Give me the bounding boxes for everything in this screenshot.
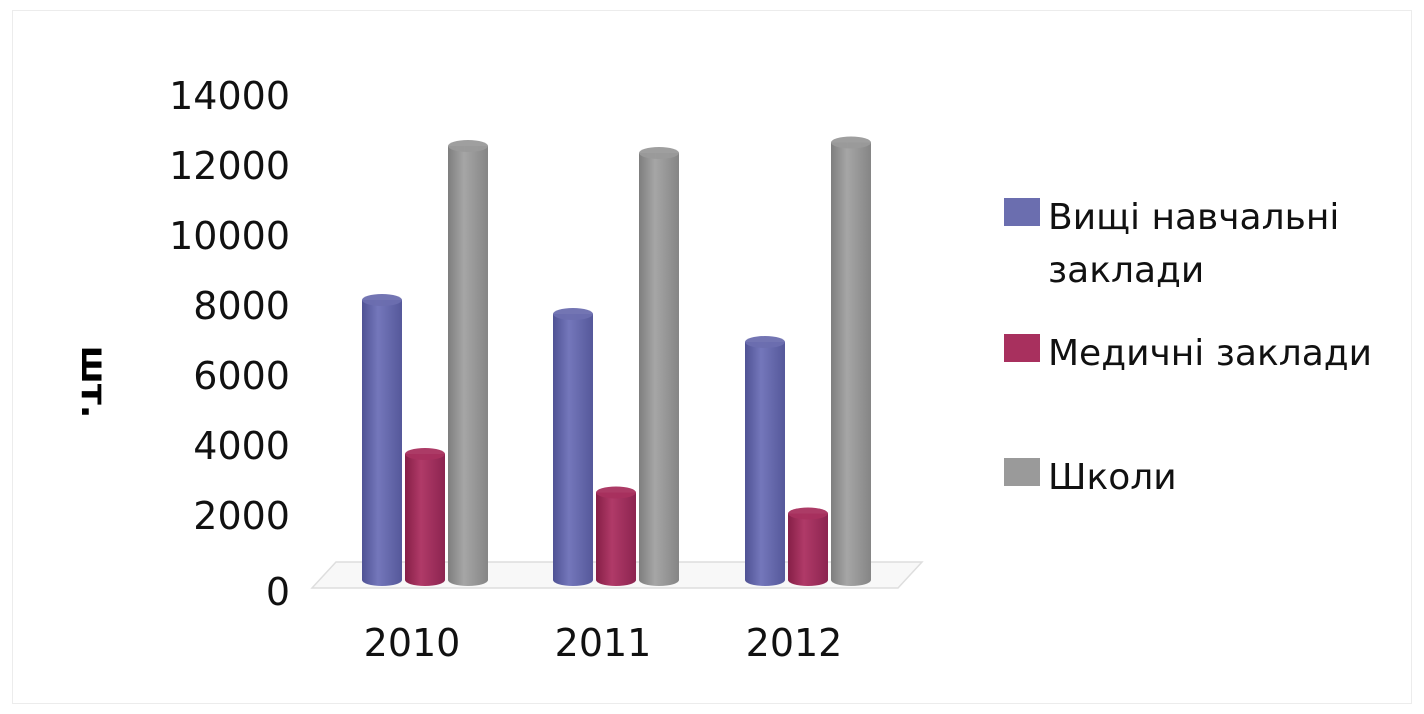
bar-top-schools-2012 <box>831 136 871 149</box>
bar-schools-2011 <box>639 153 679 586</box>
bar-top-higher-education-2011 <box>553 308 593 320</box>
bar-medical-2012 <box>788 513 828 586</box>
bar-top-schools-2010 <box>448 140 488 152</box>
legend-swatch-schools <box>1004 458 1040 486</box>
y-tick-label: 4000 <box>193 424 290 468</box>
bar-schools-2012 <box>831 142 871 586</box>
y-axis: 14000 12000 10000 8000 6000 4000 2000 0 <box>169 74 290 614</box>
y-axis-title: шт. <box>73 346 114 419</box>
y-tick-label: 14000 <box>169 74 290 118</box>
legend-swatch-medical <box>1004 334 1040 362</box>
x-axis: 2010 2011 2012 <box>364 621 843 665</box>
bar-top-higher-education-2010 <box>362 294 402 306</box>
legend-swatch-higher-education <box>1004 198 1040 226</box>
bar-top-medical-2012 <box>788 507 828 520</box>
x-tick-label: 2010 <box>364 621 461 665</box>
legend-label-higher-education-line1: Вищі навчальні <box>1048 197 1339 238</box>
bar-top-medical-2011 <box>596 486 636 499</box>
bars-layer <box>362 136 871 586</box>
bar-higher-education-2010 <box>362 300 402 586</box>
y-tick-label: 12000 <box>169 144 290 188</box>
y-tick-label: 10000 <box>169 214 290 258</box>
legend-label-medical: Медичні заклади <box>1048 333 1372 374</box>
bar-top-schools-2011 <box>639 147 679 159</box>
legend-label-higher-education-line2: заклади <box>1048 250 1204 291</box>
bar-higher-education-2012 <box>745 342 785 586</box>
bar-medical-2011 <box>596 492 636 586</box>
x-tick-label: 2012 <box>746 621 843 665</box>
bar-top-higher-education-2012 <box>745 336 785 348</box>
bar-top-medical-2010 <box>405 448 445 460</box>
bar-higher-education-2011 <box>553 314 593 586</box>
x-tick-label: 2011 <box>555 621 652 665</box>
legend: Вищі навчальні заклади Медичні заклади Ш… <box>1004 197 1372 498</box>
y-tick-label: 6000 <box>193 354 290 398</box>
y-tick-label: 8000 <box>193 284 290 328</box>
bar-medical-2010 <box>405 454 445 586</box>
y-tick-label: 0 <box>266 570 290 614</box>
y-tick-label: 2000 <box>193 494 290 538</box>
legend-label-schools: Школи <box>1048 457 1177 498</box>
bar-schools-2010 <box>448 146 488 586</box>
